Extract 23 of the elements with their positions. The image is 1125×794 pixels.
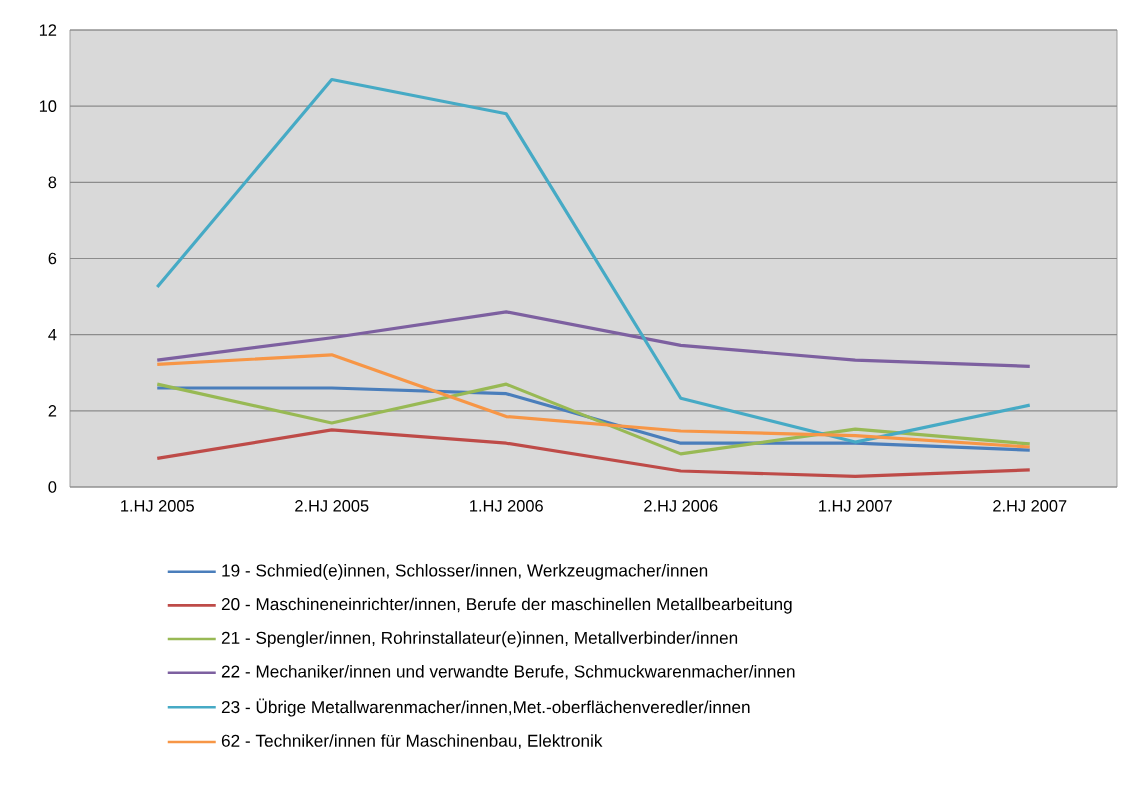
line-series bbox=[155, 428, 1032, 478]
legend-label: 21 - Spengler/innen, Rohrinstallateur(e)innen, Metallverbinder/innen bbox=[221, 631, 738, 648]
legend-label: 20 - Maschineneinrichter/innen, Berufe der maschinellen Metallbearbeitung bbox=[221, 597, 792, 614]
y-tick-label: 6 bbox=[48, 252, 57, 265]
y-tick-label: 0 bbox=[48, 481, 57, 493]
legend-label: 62 - Techniker/innen für Maschinenbau, Elektronik bbox=[221, 734, 603, 749]
y-tick-label: 4 bbox=[48, 329, 57, 341]
legend-label: 23 - Übrige Metallwarenmacher/innen,Met.-oberflächenveredler/innen bbox=[221, 698, 750, 717]
x-tick-label: 1.HJ 2007 bbox=[819, 500, 892, 512]
y-tick-label: 8 bbox=[48, 176, 57, 189]
line-series bbox=[155, 353, 1032, 449]
legend-label: 19 - Schmied(e)innen, Schlosser/innen, Werkzeugmacher/innen bbox=[222, 563, 708, 580]
legend-label: 22 - Mechaniker/innen und verwandte Berufe, Schmuckwarenmacher/innen bbox=[221, 664, 795, 680]
x-tick-label: 1.HJ 2006 bbox=[470, 500, 543, 512]
line-series bbox=[155, 77, 1032, 444]
y-tick-label: 10 bbox=[39, 100, 57, 112]
line-series bbox=[155, 310, 1032, 368]
x-tick-label: 1.HJ 2005 bbox=[121, 500, 194, 512]
y-tick-label: 2 bbox=[48, 405, 57, 417]
x-tick-label: 2.HJ 2006 bbox=[644, 500, 718, 512]
y-tick-label: 12 bbox=[39, 24, 57, 36]
x-tick-label: 2.HJ 2007 bbox=[993, 500, 1067, 512]
x-tick-label: 2.HJ 2005 bbox=[295, 500, 369, 512]
